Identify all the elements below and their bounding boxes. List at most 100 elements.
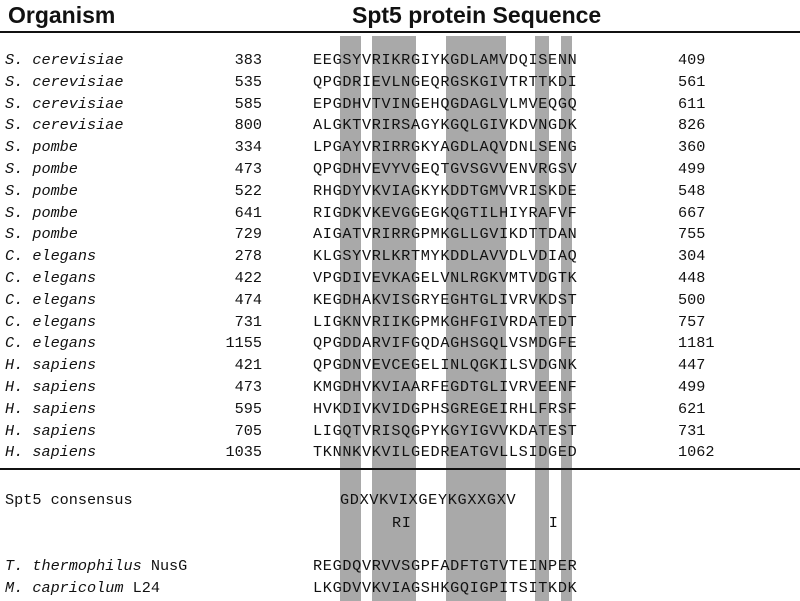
sequence-text: QPGDHVEVYVGEQTGVSGVVENVRGSV [313,160,578,178]
alignment-row: S. cerevisiae 535 QPGDRIEVLNGEQRGSKGIVTRTT… [0,71,800,93]
alignment-row: C. elegans 731 LIGKNVRIIKGPMKGHFGIVRDATEDT… [0,311,800,333]
organism-name: C. elegans [5,247,97,266]
comparison-protein: L24 [123,579,160,597]
alignment-row: H. sapiens 473 KMGDHVKVIAARFEGDTGLIVRVEENF… [0,376,800,398]
organism-name: S. cerevisiae [5,116,124,135]
consensus-alternates-row: RI I [0,512,800,534]
start-position: 585 [234,94,262,113]
start-position: 595 [234,399,262,418]
comparison-row: M. capricolum L24 LKGDVVKVIAGSHKGQIGPITSI… [0,577,800,599]
sequence-text: KMGDHVKVIAARFEGDTGLIVRVEENF [313,378,578,396]
start-position: 473 [234,378,262,396]
start-position: 1035 [225,443,262,462]
section-rule [0,468,800,470]
organism-name: C. elegans [5,334,97,353]
start-position: 641 [234,203,262,222]
shaded-column [340,36,361,601]
organism-name: C. elegans [5,290,97,309]
consensus-label: Spt5 consensus [5,491,133,509]
organism-name: C. elegans [5,312,97,331]
sequence-text: LPGAYVRIRRGKYAGDLAQVDNLSENG [313,138,578,157]
organism-name: S. pombe [5,181,78,200]
organism-name: S. pombe [5,225,78,244]
organism-name: H. sapiens [5,378,97,396]
header-rule [0,31,800,33]
sequence-text: QPGDNVEVCEGELINLQGKILSVDGNK [313,356,578,375]
start-position: 729 [234,225,262,244]
shaded-column [535,36,549,601]
sequence-text: KLGSYVRLKRTMYKDDLAVVDLVDIAQ [313,247,578,266]
sequence-text: LIGQTVRISQGPYKGYIGVVKDATEST [313,421,578,440]
end-position: 621 [678,399,706,418]
end-position: 731 [678,421,706,440]
start-position: 522 [234,181,262,200]
alignment-row: C. elegans 278 KLGSYVRLKRTMYKDDLAVVDLVDIAQ… [0,245,800,267]
start-position: 383 [234,51,262,69]
start-position: 1155 [225,334,262,353]
start-position: 334 [234,138,262,157]
comparison-label: M. capricolum L24 [5,579,160,597]
organism-name: H. sapiens [5,356,97,375]
end-position: 757 [678,312,706,331]
alignment-row: C. elegans 422 VPGDIVEVKAGELVNLRGKVMTVDGTK… [0,267,800,289]
alignment-row: S. pombe 473 QPGDHVEVYVGEQTGVSGVVENVRGSV 49… [0,158,800,180]
alignment-row: S. pombe 334 LPGAYVRIRRGKYAGDLAQVDNLSENG 36… [0,136,800,158]
alignment-row: H. sapiens 595 HVKDIVKVIDGPHSGREGEIRHLFRSF… [0,398,800,420]
alignment-row: H. sapiens 1035 TKNNKVKVILGEDREATGVLLSIDGE… [0,441,800,463]
end-position: 755 [678,225,706,244]
comparison-organism: M. capricolum [5,579,124,597]
alignment-row: S. pombe 729 AIGATVRIRRGPMKGLLGVIKDTTDAN 75… [0,223,800,245]
sequence-text: QPGDRIEVLNGEQRGSKGIVTRTTKDI [313,72,578,91]
end-position: 561 [678,72,706,91]
alignment-row: H. sapiens 421 QPGDNVEVCEGELINLQGKILSVDGNK… [0,354,800,376]
organism-name: S. cerevisiae [5,72,124,91]
end-position: 360 [678,138,706,157]
sequence-text: VPGDIVEVKAGELVNLRGKVMTVDGTK [313,269,578,287]
start-position: 705 [234,421,262,440]
end-position: 499 [678,160,706,178]
sequence-text: EEGSYVRIKRGIYKGDLAMVDQISENN [313,51,578,69]
comparison-sequence: LKGDVVKVIAGSHKGQIGPITSITKDK [313,579,578,597]
end-position: 826 [678,116,706,135]
end-position: 448 [678,269,706,287]
start-position: 422 [234,269,262,287]
comparison-row: T. thermophilus NusG REGDQVRVVSGPFADFTGTV… [0,555,800,577]
sequence-text: EPGDHVTVINGEHQGDAGLVLMVEQGQ [313,94,578,113]
sequence-header: Spt5 protein Sequence [352,2,602,28]
end-position: 1181 [678,334,715,353]
organism-name: S. pombe [5,138,78,157]
alignment-row: C. elegans 474 KEGDHAKVISGRYEGHTGLIVRVKDST… [0,289,800,311]
start-position: 535 [234,72,262,91]
consensus-sequence: GDXVKVIXGEYKGXXGXV [340,491,517,509]
end-position: 304 [678,247,706,266]
organism-name: S. pombe [5,160,78,178]
sequence-text: QPGDDARVIFGQDAGHSGQLVSMDGFE [313,334,578,353]
end-position: 611 [678,94,706,113]
end-position: 409 [678,51,706,69]
sequence-text: AIGATVRIRRGPMKGLLGVIKDTTDAN [313,225,578,244]
sequence-text: LIGKNVRIIKGPMKGHFGIVRDATEDT [313,312,578,331]
organism-name: C. elegans [5,269,97,287]
organism-name: H. sapiens [5,421,97,440]
end-position: 499 [678,378,706,396]
alignment-row: S. cerevisiae 585 EPGDHVTVINGEHQGDAGLVLMVE… [0,93,800,115]
start-position: 278 [234,247,262,266]
comparison-label: T. thermophilus NusG [5,557,187,575]
shaded-column [561,36,572,601]
alignment-row: H. sapiens 705 LIGQTVRISQGPYKGYIGVVKDATEST… [0,420,800,442]
organism-name: S. cerevisiae [5,51,124,69]
end-position: 500 [678,290,706,309]
shaded-column [446,36,506,601]
end-position: 548 [678,181,706,200]
sequence-text: KEGDHAKVISGRYEGHTGLIVRVKDST [313,290,578,309]
consensus-alternates: RI I [392,514,559,532]
start-position: 473 [234,160,262,178]
alignment-row: S. cerevisiae 383 EEGSYVRIKRGIYKGDLAMVDQIS… [0,49,800,71]
alignment-row: S. cerevisiae 800 ALGKTVRIRSAGYKGQLGIVKDVN… [0,114,800,136]
alignment-row: C. elegans 1155 QPGDDARVIFGQDAGHSGQLVSMDGF… [0,332,800,354]
comparison-organism: T. thermophilus [5,557,142,575]
comparison-protein: NusG [141,557,188,575]
sequence-text: RHGDYVKVIAGKYKDDTGMVVRISKDE [313,181,578,200]
organism-name: H. sapiens [5,443,97,462]
